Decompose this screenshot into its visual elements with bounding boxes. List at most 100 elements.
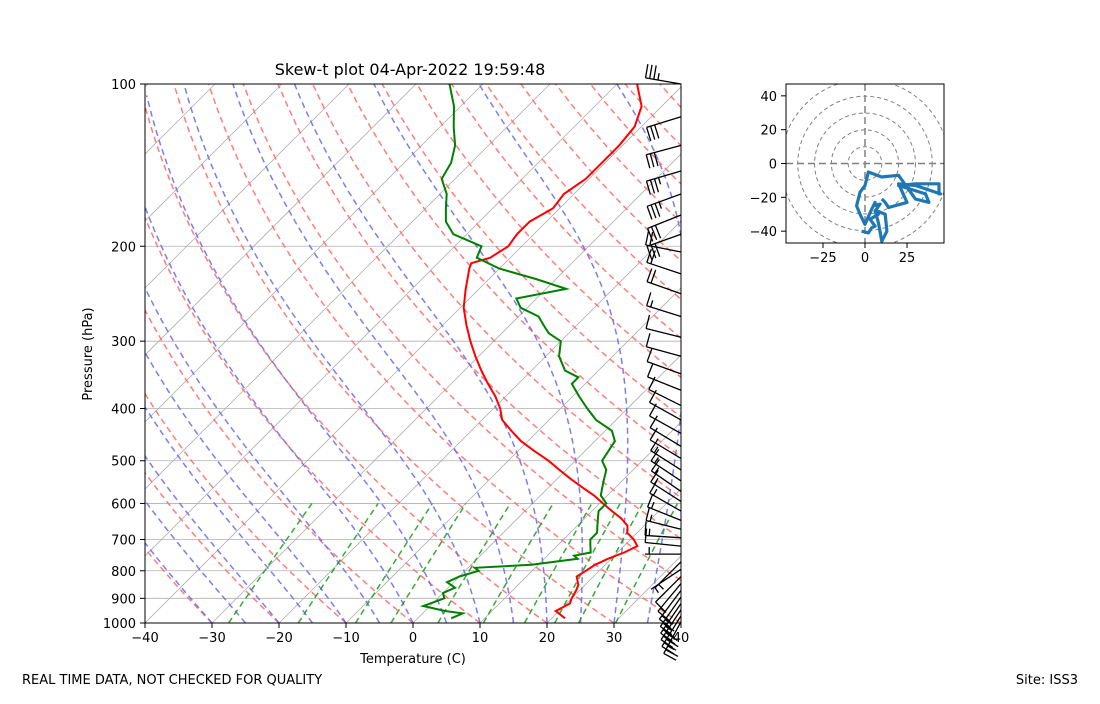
- hodo-y-tick-label: −40: [750, 225, 777, 240]
- barb-feather: [655, 125, 659, 138]
- dry-adiabat: [0, 84, 279, 623]
- dry-adiabat: [521, 84, 1100, 623]
- moist-adiabat: [374, 84, 583, 623]
- barb-feather: [648, 364, 653, 377]
- barb-staff: [646, 171, 681, 181]
- barb-staff: [646, 78, 681, 84]
- isotherm-line: [0, 84, 14, 623]
- y-tick-label: 300: [111, 335, 136, 350]
- barb-staff: [650, 493, 681, 511]
- dewpoint-profile: [423, 84, 615, 618]
- dry-adiabat: [695, 84, 1100, 623]
- site-label: Site: ISS3: [1016, 673, 1078, 688]
- y-tick-label: 200: [111, 240, 136, 255]
- barb-half-feather: [653, 489, 656, 495]
- skewt-isotherm-grid: [0, 84, 1100, 623]
- moist-adiabat: [11, 222, 245, 623]
- dry-adiabat: [417, 84, 1083, 623]
- barb-half-feather: [650, 515, 652, 522]
- barb-feather: [651, 205, 656, 218]
- barb-staff: [645, 543, 681, 547]
- isotherm-line: [346, 84, 885, 623]
- wind-barb: [647, 249, 681, 274]
- hodo-y-tick-label: 0: [769, 158, 777, 173]
- barb-staff: [651, 461, 681, 481]
- x-tick-label: −30: [198, 631, 225, 646]
- moist-adiabat: [70, 163, 346, 623]
- barb-feather: [646, 231, 649, 245]
- isotherm-line: [0, 84, 416, 623]
- barb-feather: [648, 494, 653, 507]
- barb-staff: [647, 306, 681, 317]
- hodo-x-tick-label: 0: [861, 251, 869, 266]
- moist-adiabat: [233, 84, 514, 623]
- moist-adiabat: [94, 145, 380, 623]
- skewt-reference-lines: [0, 84, 1100, 623]
- quality-disclaimer: REAL TIME DATA, NOT CHECKED FOR QUALITY: [22, 673, 322, 688]
- barb-staff: [649, 389, 681, 405]
- barb-feather: [655, 179, 659, 192]
- barb-feather: [646, 315, 649, 329]
- skewt-ylabel: Pressure (hPa): [81, 307, 96, 400]
- dry-adiabat: [105, 84, 481, 623]
- y-tick-label: 400: [111, 403, 136, 418]
- hodograph-line: [857, 172, 941, 241]
- wind-barb: [646, 145, 681, 168]
- dry-adiabat: [556, 84, 1100, 623]
- x-tick-label: 10: [472, 631, 489, 646]
- mixing-ratio-line: [438, 503, 510, 623]
- barb-staff: [646, 329, 681, 338]
- moist-adiabat: [681, 84, 768, 623]
- x-tick-label: 20: [539, 631, 556, 646]
- moist-adiabat: [479, 84, 628, 623]
- dry-adiabat: [729, 84, 1100, 623]
- wind-barb: [646, 231, 681, 252]
- x-tick-label: 30: [606, 631, 623, 646]
- isotherm-line: [547, 84, 1086, 623]
- barb-staff: [646, 521, 681, 530]
- barb-feather: [647, 206, 652, 219]
- y-tick-label: 1000: [103, 617, 136, 632]
- x-tick-label: −20: [265, 631, 292, 646]
- barb-half-feather: [655, 587, 659, 593]
- barb-feather: [655, 244, 660, 257]
- hodo-y-tick-label: −20: [750, 191, 777, 206]
- dry-adiabat: [660, 84, 1100, 623]
- barb-feather: [650, 180, 654, 193]
- barb-feather: [646, 155, 650, 169]
- skewt-xlabel: Temperature (C): [359, 652, 466, 667]
- dry-adiabat: [278, 84, 815, 623]
- barb-staff: [647, 262, 681, 273]
- barb-half-feather: [659, 584, 664, 589]
- isotherm-line: [0, 84, 349, 623]
- isotherm-line: [0, 84, 81, 623]
- barb-feather: [646, 64, 648, 78]
- hodo-y-tick-label: 40: [760, 90, 777, 105]
- y-tick-label: 100: [111, 78, 136, 93]
- dry-adiabat: [348, 84, 950, 623]
- y-tick-label: 600: [111, 497, 136, 512]
- isotherm-line: [279, 84, 818, 623]
- mixing-ratio-line: [579, 503, 643, 623]
- barb-feather: [646, 333, 650, 347]
- y-tick-label: 500: [111, 455, 136, 470]
- hodograph-trace: [857, 172, 941, 241]
- dry-adiabat: [486, 84, 1100, 623]
- isotherm-line: [413, 84, 952, 623]
- skewt-title: Skew-t plot 04-Apr-2022 19:59:48: [275, 60, 546, 79]
- x-tick-label: 0: [409, 631, 417, 646]
- mixing-ratio-line: [229, 503, 312, 623]
- wind-barb: [647, 194, 681, 219]
- wind-barb: [646, 315, 681, 337]
- barb-half-feather: [659, 178, 661, 185]
- y-tick-label: 900: [111, 592, 136, 607]
- moist-adiabat: [184, 84, 480, 623]
- isotherm-line: [681, 84, 1100, 623]
- hodo-y-tick-label: 20: [760, 124, 777, 139]
